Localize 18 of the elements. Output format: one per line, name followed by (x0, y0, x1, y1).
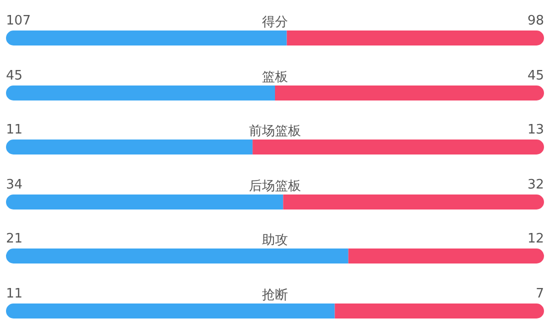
data-label: 107 (6, 14, 31, 28)
data-label: 34 (6, 177, 23, 192)
data-label: 98 (527, 14, 544, 28)
y-tick-label: 助攻 (262, 233, 288, 248)
data-label: 11 (6, 122, 23, 138)
y-tick-label: 抢断 (262, 288, 288, 302)
y-tick-label: 前场篮板 (249, 124, 301, 139)
data-label: 12 (527, 232, 544, 246)
data-label: 45 (527, 68, 544, 83)
data-label: 13 (527, 122, 544, 138)
data-label: 21 (6, 232, 23, 246)
data-label: 45 (6, 68, 23, 83)
y-tick-label: 后场篮板 (249, 178, 301, 194)
data-label: 7 (536, 286, 544, 301)
y-tick-label: 篮板 (262, 70, 288, 84)
data-label: 32 (527, 177, 544, 192)
y-tick-label: 得分 (262, 15, 288, 30)
data-label: 11 (6, 286, 23, 301)
